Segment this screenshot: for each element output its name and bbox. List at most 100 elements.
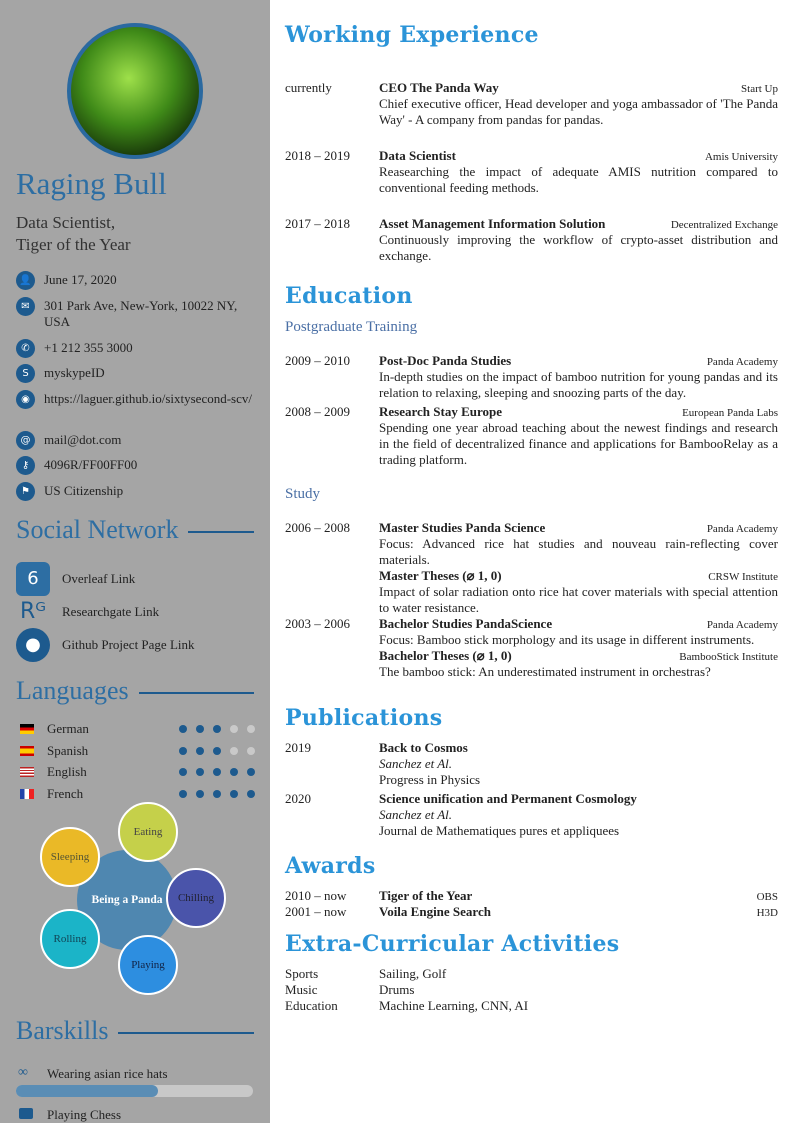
entry-date: 2020	[285, 791, 311, 806]
entry-description: Spending one year abroad teaching about …	[379, 420, 778, 467]
entry-organization: CRSW Institute	[708, 571, 778, 583]
awards-list: 2010 – now Tiger of the Year OBS 2001 – now…	[285, 888, 778, 920]
key-icon: ⚷	[16, 456, 35, 475]
heading-rule	[118, 1032, 254, 1034]
activities-list: Sports Sailing, Golf Music Drums Education Ma…	[285, 966, 778, 1014]
study-subheading: Study	[285, 486, 321, 502]
entry: 2019 Back to Cosmos Sanchez et Al. Progress…	[285, 740, 778, 788]
activity-row: Music Drums	[285, 982, 778, 998]
activity-label: Sports	[285, 966, 319, 981]
contact-text: 4096R/FF00FF00	[44, 457, 138, 472]
entry-description: The bamboo stick: An underestimated inst…	[379, 664, 711, 679]
entry-date: 2019	[285, 740, 311, 755]
social-link-label[interactable]: Overleaf Link	[62, 571, 136, 586]
entry-journal: Progress in Physics	[379, 772, 481, 787]
level-dot	[213, 725, 221, 733]
level-dot	[247, 790, 255, 798]
contact-item: ⚑ US Citizenship	[16, 482, 256, 501]
entry-journal: Journal de Mathematiques pures et appliq…	[379, 823, 620, 838]
entry-title: Bachelor Studies PandaScience	[379, 616, 553, 631]
contact-text: myskypeID	[44, 365, 105, 380]
entry-description: Focus: Bamboo stick morphology and its u…	[379, 632, 755, 647]
level-dot	[196, 768, 204, 776]
heading-rule	[138, 692, 254, 694]
entry-date: 2006 – 2008	[285, 520, 350, 535]
level-dot	[213, 768, 221, 776]
postgrad-list: 2009 – 2010 Post-Doc Panda Studies Panda A…	[285, 353, 778, 468]
entry-title: Data Scientist	[379, 148, 456, 163]
entry-authors: Sanchez et Al.	[379, 756, 453, 771]
heading-text: Social Network	[16, 515, 179, 544]
level-dot	[247, 768, 255, 776]
language-row: Spanish	[20, 743, 256, 759]
barskills-heading: Barskills	[16, 1016, 254, 1046]
level-dot	[196, 790, 204, 798]
social-link-1[interactable]: Rᴳ Researchgate Link	[16, 595, 159, 629]
entry-title: Master Studies Panda Science	[379, 520, 546, 535]
entry: 2001 – now Voila Engine Search H3D	[285, 904, 778, 920]
entry-organization: Panda Academy	[706, 619, 778, 631]
flag-icon: ⚑	[16, 482, 35, 501]
social-link-2[interactable]: ● Github Project Page Link	[16, 628, 195, 662]
entry-description: In-depth studies on the impact of bamboo…	[379, 369, 778, 400]
contact-text: 301 Park Ave, New-York, 10022 NY, USA	[44, 298, 238, 329]
activities-heading: Extra-Curricular Activities	[285, 931, 620, 957]
publications-heading: Publications	[285, 705, 443, 731]
level-dot	[247, 725, 255, 733]
entry-description: Focus: Advanced rice hat studies and nou…	[379, 536, 778, 567]
github-icon: ●	[16, 628, 50, 662]
entry: 2020 Science unification and Permanent Co…	[285, 791, 778, 839]
at-icon: @	[16, 431, 35, 450]
skill-label: Playing Chess	[47, 1107, 122, 1122]
user-icon: 👤	[16, 271, 35, 290]
profile-photo	[67, 23, 203, 159]
france-flag-icon	[20, 789, 34, 799]
entry-title: Tiger of the Year	[379, 888, 473, 903]
entry-organization: OBS	[756, 891, 778, 903]
level-dot	[196, 725, 204, 733]
study-list: 2006 – 2008 Master Studies Panda Science P…	[285, 520, 778, 680]
level-dot	[230, 747, 238, 755]
entry: Bachelor Theses (⌀ 1, 0) BambooStick Inst…	[285, 648, 778, 680]
subtitle-line: Data Scientist,	[16, 213, 116, 232]
entry-description: Continuously improving the workflow of c…	[379, 232, 778, 263]
bubble-playing: Playing	[118, 935, 178, 995]
entry: Master Theses (⌀ 1, 0) CRSW Institute Impa…	[285, 568, 778, 616]
entry-date: 2003 – 2006	[285, 616, 350, 631]
phone-icon: ✆	[16, 339, 35, 358]
bubble-chilling: Chilling	[166, 868, 226, 928]
social-link-0[interactable]: 6 Overleaf Link	[16, 562, 135, 596]
image-icon	[19, 1108, 33, 1119]
entry: currently CEO The Panda Way Start Up Chief …	[285, 80, 778, 128]
entry-title: Science unification and Permanent Cosmol…	[379, 791, 637, 806]
entry: 2010 – now Tiger of the Year OBS	[285, 888, 778, 904]
contact-item: ⚷ 4096R/FF00FF00	[16, 456, 256, 475]
spain-flag-icon	[20, 746, 34, 756]
level-dot	[213, 747, 221, 755]
envelope-icon: ✉	[16, 297, 35, 316]
level-dot	[179, 768, 187, 776]
subtitle-line: Tiger of the Year	[16, 235, 131, 254]
germany-flag-icon	[20, 724, 34, 734]
entry-title: Post-Doc Panda Studies	[379, 353, 512, 368]
overleaf-icon: 6	[16, 562, 50, 596]
entry-authors: Sanchez et Al.	[379, 807, 453, 822]
entry-description: Impact of solar radiation onto rice hat …	[379, 584, 778, 615]
entry-title: Voila Engine Search	[379, 904, 491, 919]
social-link-label[interactable]: Researchgate Link	[62, 604, 160, 619]
social-link-label[interactable]: Github Project Page Link	[62, 637, 195, 652]
profile-name: Raging Bull	[16, 166, 167, 201]
entry-date: 2009 – 2010	[285, 353, 350, 368]
publications-list: 2019 Back to Cosmos Sanchez et Al. Progress…	[285, 740, 778, 839]
heading-rule	[188, 531, 254, 533]
level-dot	[179, 790, 187, 798]
contact-text: US Citizenship	[44, 483, 124, 498]
entry-date: 2010 – now	[285, 888, 347, 903]
contact-text: https://laguer.github.io/sixtysecond-scv…	[44, 391, 252, 406]
entry-organization: Start Up	[741, 83, 778, 95]
entry: 2003 – 2006 Bachelor Studies PandaScience…	[285, 616, 778, 648]
education-heading: Education	[285, 283, 413, 309]
rice-hat-icon: ∞	[18, 1065, 28, 1080]
contact-item: ✉ 301 Park Ave, New-York, 10022 NY, USA	[16, 297, 256, 330]
entry-description: Chief executive officer, Head developer …	[379, 96, 778, 127]
